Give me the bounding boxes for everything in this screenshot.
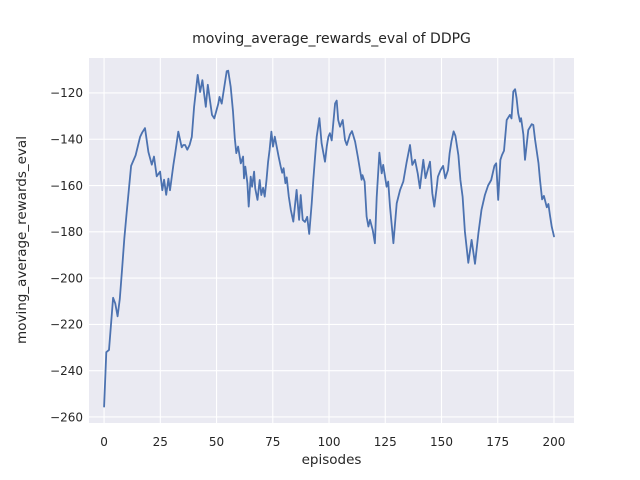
y-tick-label: −260 <box>50 410 83 424</box>
y-tick-label: −140 <box>50 133 83 147</box>
y-axis-label: moving_average_rewards_eval <box>14 136 30 344</box>
reward-line <box>103 69 555 408</box>
x-tick-label: 100 <box>318 435 341 449</box>
chart-title: moving_average_rewards_eval of DDPG <box>192 31 471 47</box>
x-axis-label: episodes <box>301 452 362 468</box>
y-tick-label: −160 <box>50 179 83 193</box>
y-tick-label: −220 <box>50 318 83 332</box>
x-tick-label: 175 <box>486 435 509 449</box>
x-tick-label: 150 <box>430 435 453 449</box>
y-tick-label: −120 <box>50 86 83 100</box>
y-tick-label: −200 <box>50 271 83 285</box>
x-tick-label: 125 <box>374 435 397 449</box>
x-tick-label: 0 <box>100 435 108 449</box>
x-tick-label: 25 <box>153 435 168 449</box>
x-tick-label: 200 <box>543 435 566 449</box>
x-tick-label: 75 <box>265 435 280 449</box>
y-tick-label: −180 <box>50 225 83 239</box>
plot-area <box>89 58 574 423</box>
y-tick-label: −240 <box>50 364 83 378</box>
x-tick-label: 50 <box>209 435 224 449</box>
